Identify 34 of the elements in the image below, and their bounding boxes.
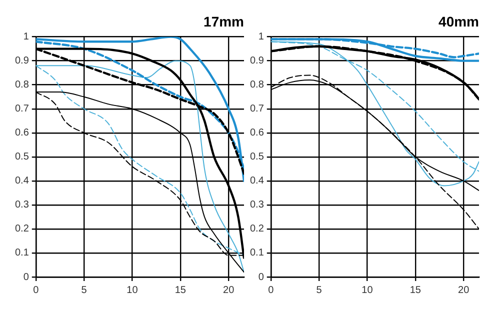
x-tick-label: 10 <box>362 284 374 296</box>
y-tick-label: 0.9 <box>14 56 30 67</box>
y-tick-label: 0.7 <box>14 104 30 115</box>
y-tick-label: 0.8 <box>14 80 30 91</box>
chart-title: 17mm <box>204 13 244 30</box>
x-tick-label: 15 <box>410 284 422 296</box>
y-tick-label: 1 <box>258 32 264 43</box>
x-tick-label: 15 <box>174 284 186 296</box>
x-tick-label: 20 <box>223 284 235 296</box>
chart-title: 40mm <box>438 13 479 30</box>
y-tick-label: 0 <box>23 272 30 283</box>
y-tick-label: 0.3 <box>250 200 264 211</box>
y-tick-label: 0.2 <box>250 224 264 235</box>
y-tick-label: 0.1 <box>14 248 30 259</box>
x-tick-label: 5 <box>316 284 322 296</box>
y-tick-label: 0.7 <box>250 104 264 115</box>
x-tick-label: 0 <box>33 284 40 296</box>
y-tick-label: 0.3 <box>14 200 30 211</box>
y-tick-label: 0.6 <box>14 128 30 139</box>
x-tick-label: 0 <box>268 284 274 296</box>
y-tick-label: 0.2 <box>14 224 30 235</box>
y-tick-label: 0.9 <box>250 56 264 67</box>
y-tick-label: 0.5 <box>14 152 30 163</box>
y-tick-label: 0.4 <box>250 176 264 187</box>
x-tick-label: 5 <box>81 284 88 296</box>
y-tick-label: 0.8 <box>250 80 264 91</box>
y-tick-label: 0.5 <box>250 152 264 163</box>
y-tick-label: 0.6 <box>250 128 264 139</box>
y-tick-label: 0.1 <box>250 248 264 259</box>
y-tick-label: 0 <box>258 272 264 283</box>
x-tick-label: 10 <box>126 284 138 296</box>
x-tick-label: 20 <box>458 284 470 296</box>
y-tick-label: 1 <box>23 32 30 43</box>
y-tick-label: 0.4 <box>14 176 30 187</box>
